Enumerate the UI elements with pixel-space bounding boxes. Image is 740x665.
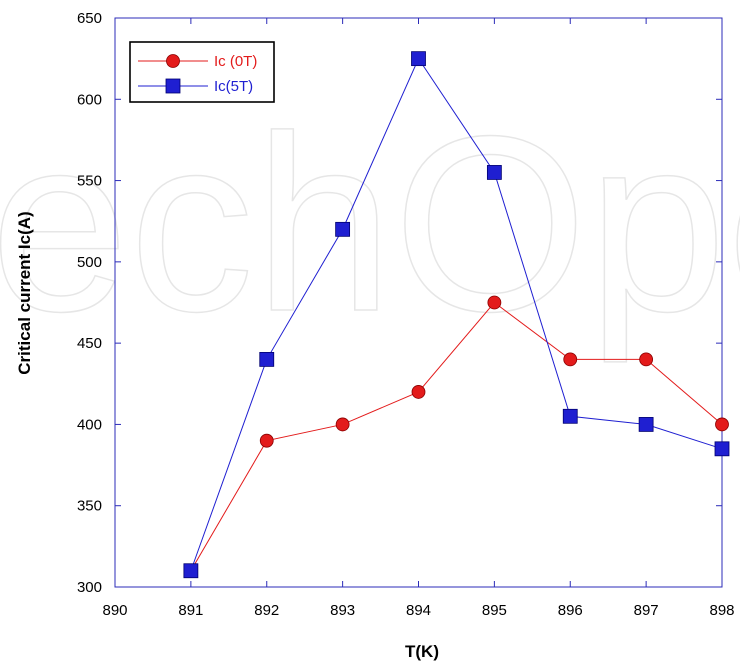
legend-marker-square bbox=[165, 78, 181, 94]
data-point-circle bbox=[639, 352, 654, 367]
data-point-circle bbox=[487, 295, 502, 310]
ticks: 890 891 892 893 894 895 896 897 898 300 350 400 450 5… bbox=[77, 10, 735, 619]
data-point-square bbox=[486, 165, 502, 180]
data-point-circle bbox=[411, 385, 426, 399]
data-point-square bbox=[638, 417, 654, 432]
data-point-square bbox=[259, 351, 275, 367]
legend-label: Ic (0T) bbox=[214, 53, 257, 70]
y-axis-title: Critical current Ic(A) bbox=[15, 211, 34, 374]
x-tick-label: 896 bbox=[558, 602, 583, 619]
series-line bbox=[190, 57, 723, 571]
y-tick-label: 300 bbox=[77, 579, 102, 596]
y-tick-label: 650 bbox=[77, 10, 102, 27]
data-point-circle bbox=[715, 417, 729, 432]
x-tick-label: 892 bbox=[254, 602, 279, 619]
legend-label: Ic(5T) bbox=[214, 78, 253, 95]
legend-box bbox=[129, 41, 275, 103]
y-tick-label: 600 bbox=[77, 91, 102, 108]
data-point-square bbox=[562, 408, 578, 424]
x-tick-label: 890 bbox=[102, 602, 127, 619]
data-point-square bbox=[183, 563, 199, 579]
data-point-circle bbox=[335, 417, 350, 432]
watermark-text: echOpe bbox=[0, 84, 740, 363]
x-axis-title: T(K) bbox=[405, 642, 439, 661]
y-tick-label: 550 bbox=[77, 173, 102, 190]
y-tick-label: 350 bbox=[77, 498, 102, 515]
x-tick-label: 893 bbox=[330, 602, 355, 619]
data-point-circle bbox=[563, 352, 578, 367]
data-point-square bbox=[714, 441, 730, 457]
legend: Ic (0T) Ic(5T) bbox=[129, 41, 275, 103]
series-layer bbox=[183, 51, 730, 579]
y-tick-label: 400 bbox=[77, 416, 102, 433]
series-2 bbox=[183, 51, 730, 579]
x-tick-label: 895 bbox=[482, 602, 507, 619]
x-tick-label: 898 bbox=[709, 602, 734, 619]
data-point-square bbox=[335, 221, 351, 237]
x-tick-label: 897 bbox=[634, 602, 659, 619]
y-tick-label: 500 bbox=[77, 254, 102, 271]
data-point-circle bbox=[259, 433, 274, 448]
y-tick-label: 450 bbox=[77, 335, 102, 352]
series-line bbox=[190, 301, 723, 571]
x-tick-label: 891 bbox=[178, 602, 203, 619]
legend-marker-circle bbox=[166, 54, 180, 68]
axes bbox=[114, 17, 723, 588]
x-tick-label: 894 bbox=[406, 602, 431, 619]
data-point-square bbox=[411, 51, 426, 67]
